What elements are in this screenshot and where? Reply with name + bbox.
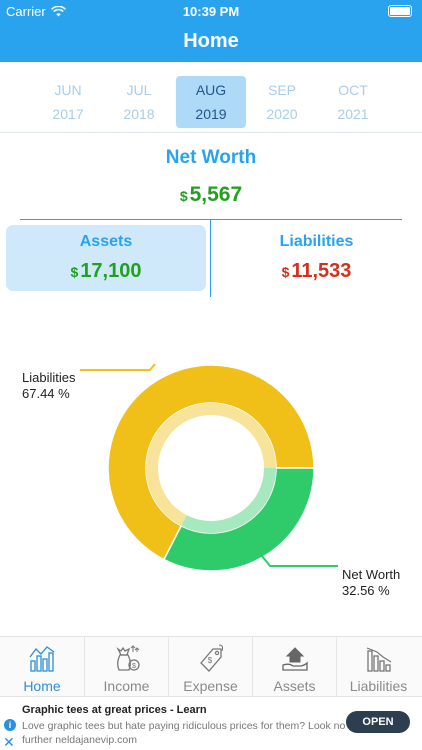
assets-label: Assets (79, 233, 133, 250)
slice-net-worth-percent-label: 32.56 % (342, 583, 390, 598)
summary-divider (20, 219, 402, 220)
ad-close-icon[interactable]: ✕ (3, 734, 15, 750)
battery-icon (388, 5, 412, 17)
svg-text:$: $ (132, 663, 136, 670)
tab-income[interactable]: $ Income (84, 637, 168, 697)
chart-icon (29, 646, 55, 672)
liabilities-value: $11,533 (211, 260, 422, 283)
declining-bars-icon (366, 647, 392, 672)
ad-open-button[interactable]: OPEN (346, 711, 410, 733)
status-bar: Carrier 10:39 PM (0, 0, 422, 22)
ad-title[interactable]: Graphic tees at great prices - Learn (22, 704, 207, 716)
page-title: Home (183, 30, 239, 52)
tab-assets[interactable]: Assets (252, 637, 336, 697)
tab-assets-label: Assets (273, 678, 316, 694)
slice-net-worth-inner-ring (181, 468, 276, 533)
liabilities-currency: $ (281, 264, 290, 280)
status-time: 10:39 PM (182, 4, 240, 19)
month-item-oct[interactable]: OCT 2021 (337, 82, 369, 122)
ad-description: Love graphic tees but hate paying ridicu… (22, 720, 346, 746)
slice-liabilities-category-label: Liabilities (22, 370, 76, 385)
month-item-jun[interactable]: JUN 2017 (52, 82, 84, 122)
month-item-aug[interactable]: AUG 2019 (176, 76, 246, 128)
assets-currency: $ (70, 264, 79, 280)
ad-banner[interactable]: i ✕ Graphic tees at great prices - Learn… (0, 696, 422, 750)
slice-liabilities-percent-label: 67.44 % (22, 386, 70, 401)
tab-home[interactable]: Home (0, 637, 84, 697)
slice-liabilities-leader-line (80, 363, 156, 371)
assets-value: $17,100 (6, 260, 206, 283)
liabilities-card[interactable]: Liabilities $11,533 (211, 225, 422, 291)
assets-card[interactable]: Assets $17,100 (6, 225, 206, 291)
liabilities-label: Liabilities (279, 233, 354, 250)
tab-expense-label: Expense (183, 678, 238, 694)
summary-column-divider (210, 219, 211, 297)
svg-text:$: $ (208, 656, 213, 665)
status-left: Carrier (6, 4, 66, 19)
month-strip-divider (0, 132, 422, 133)
slice-net-worth-leader-line (261, 555, 338, 567)
ad-info-icon[interactable]: i (4, 719, 16, 731)
wifi-icon (50, 6, 66, 17)
tab-income-label: Income (103, 678, 150, 694)
tab-liabilities[interactable]: Liabilities (336, 637, 420, 697)
money-bag-icon: $ (116, 645, 140, 671)
net-worth-amount: 5,567 (189, 183, 243, 206)
app-header: Carrier 10:39 PM Home (0, 0, 422, 62)
tab-home-label: Home (23, 678, 61, 694)
tab-liabilities-label: Liabilities (349, 678, 408, 694)
assets-amount: 17,100 (80, 260, 142, 282)
tab-bar: Home $ Income $ Expense Assets (0, 636, 422, 697)
slice-net-worth-category-label: Net Worth (342, 567, 400, 582)
month-item-jul[interactable]: JUL 2018 (123, 82, 155, 122)
liabilities-amount: 11,533 (291, 260, 352, 282)
tab-expense[interactable]: $ Expense (168, 637, 252, 697)
net-worth-value: $5,567 (0, 183, 422, 207)
carrier-label: Carrier (6, 4, 46, 19)
month-item-sep[interactable]: SEP 2020 (266, 82, 298, 122)
house-hand-icon (282, 647, 308, 671)
price-tag-icon: $ (200, 644, 224, 672)
net-worth-currency: $ (179, 188, 188, 204)
net-worth-label: Net Worth (165, 147, 257, 168)
